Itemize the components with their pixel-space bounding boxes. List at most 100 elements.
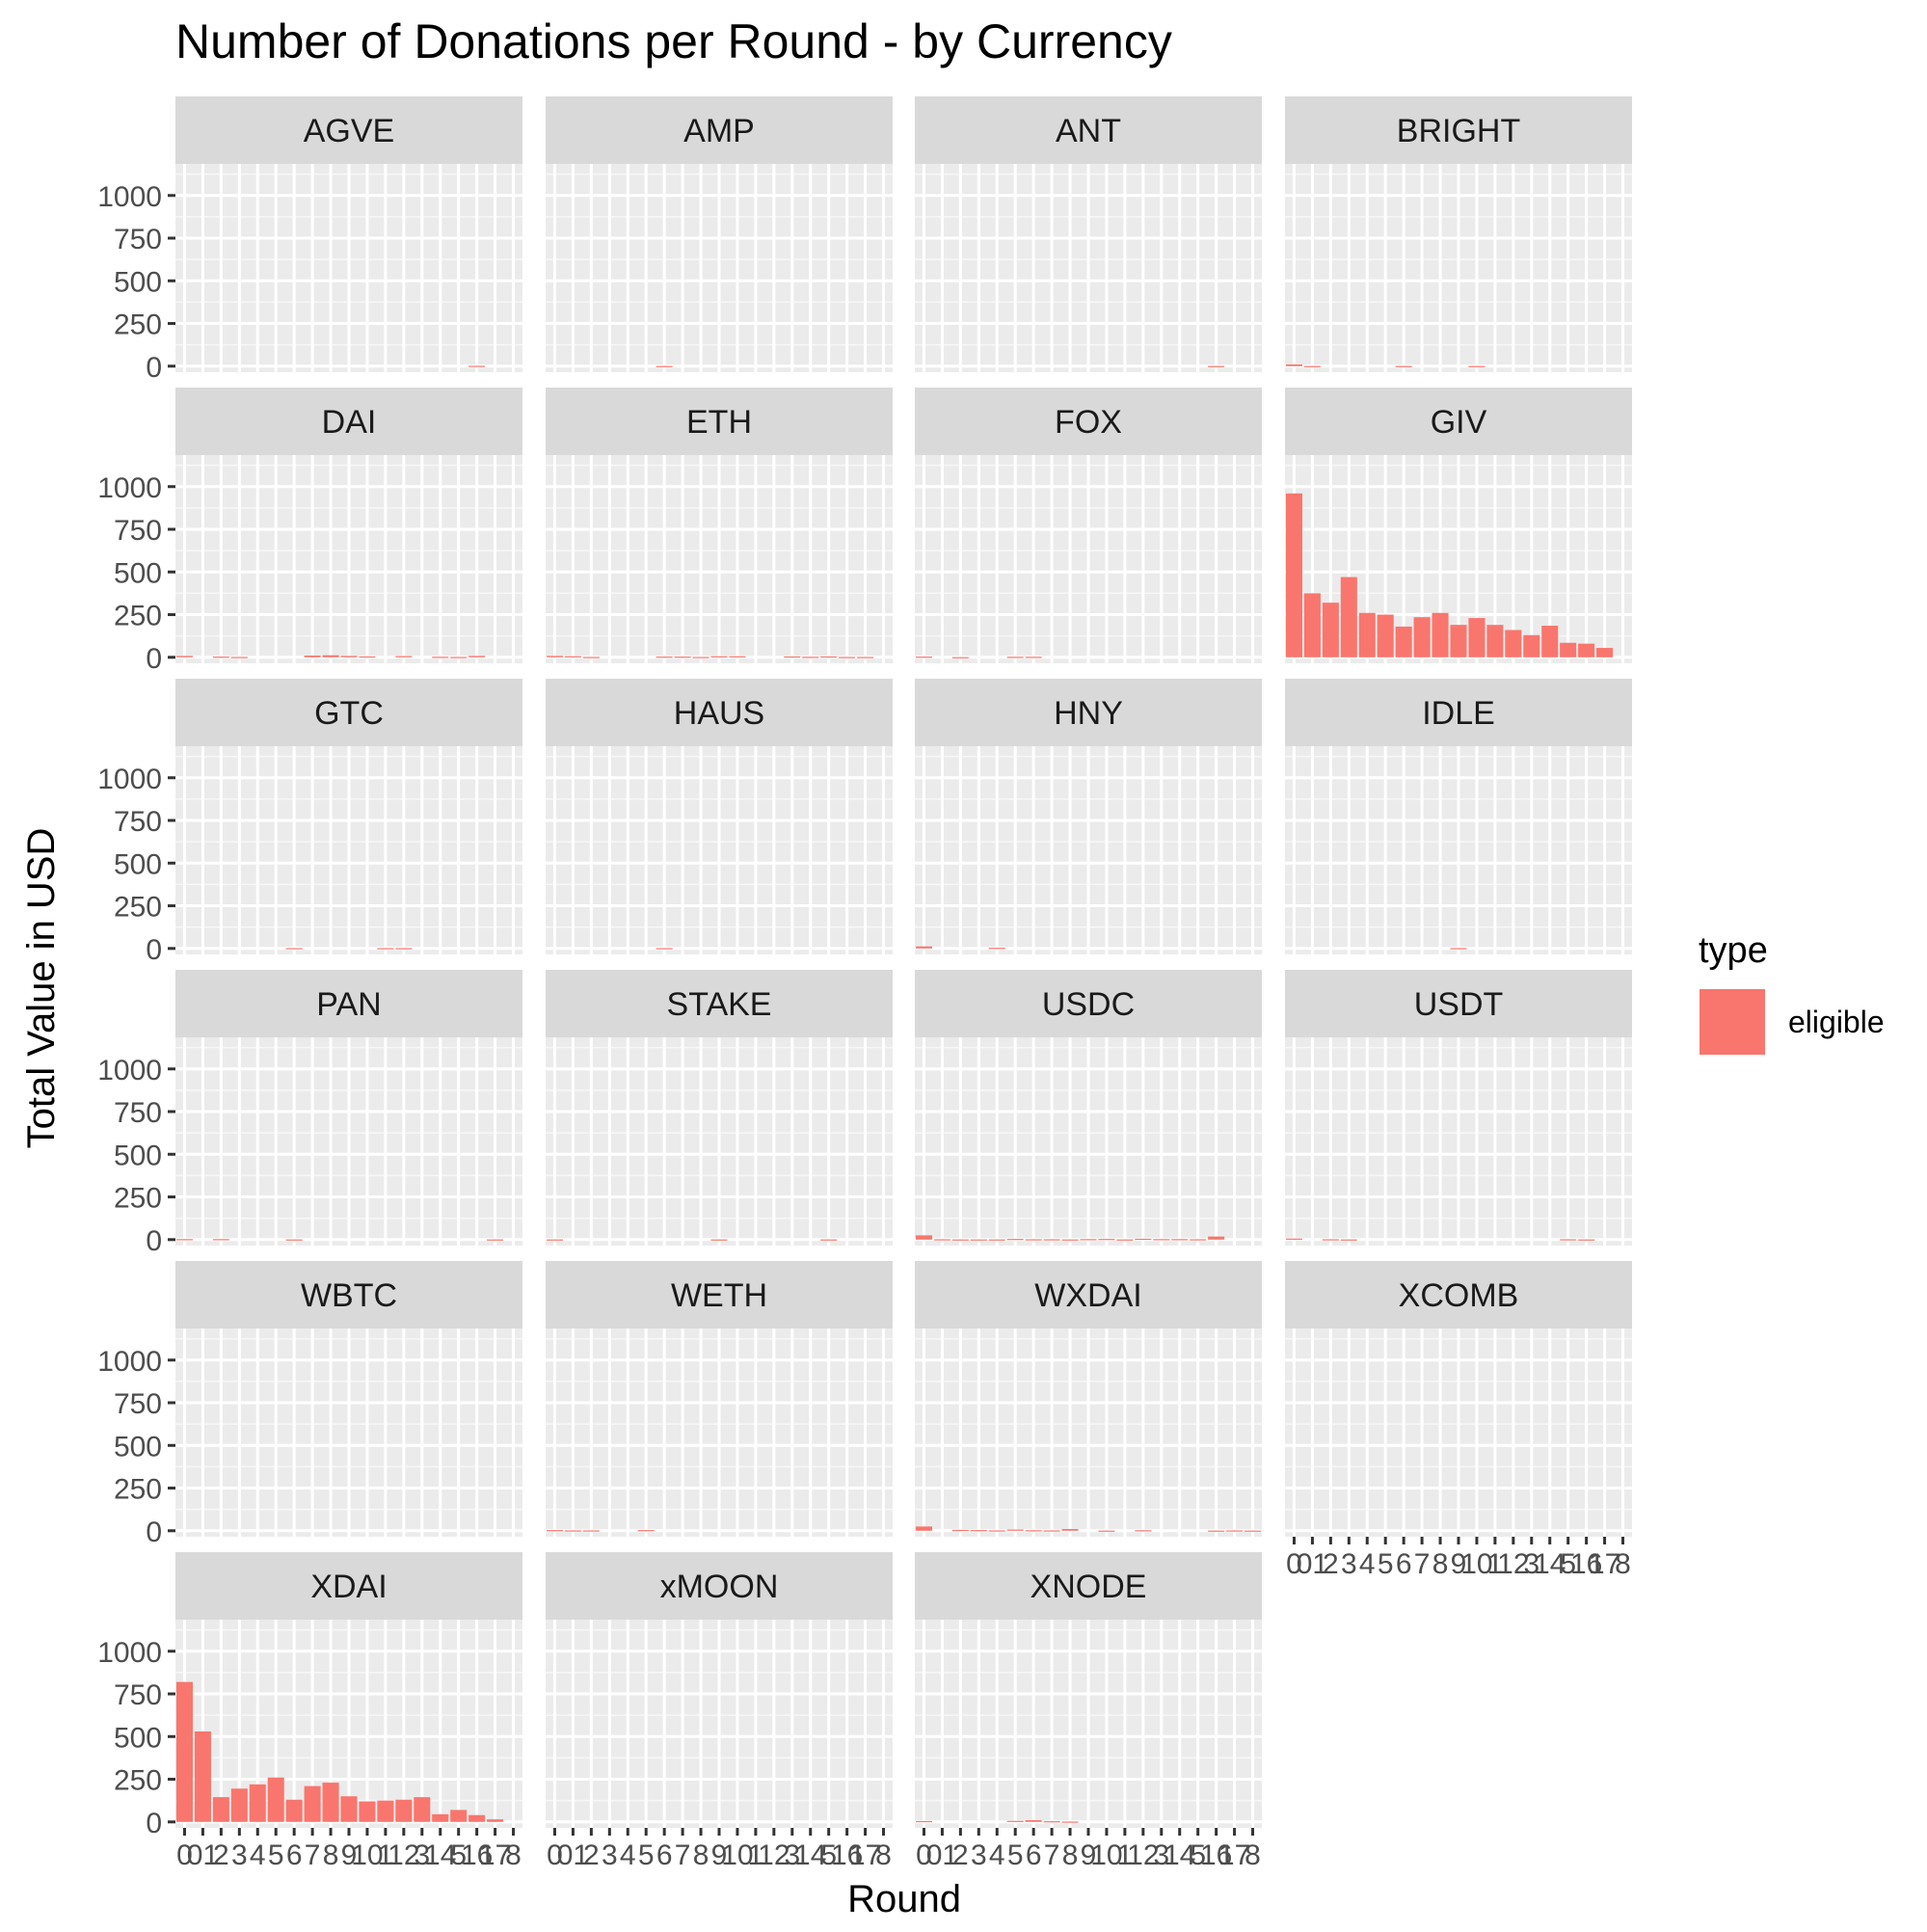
facet-panel-stake: STAKE <box>546 970 893 1246</box>
bar-hny-00 <box>915 946 932 949</box>
chart-title: Number of Donations per Round - by Curre… <box>175 14 1172 68</box>
x-tick-label: 1 <box>1487 1548 1504 1580</box>
y-tick-label: 500 <box>114 1722 162 1754</box>
bar-gtc-06 <box>285 948 303 950</box>
x-tick-label: 9 <box>711 1839 728 1871</box>
x-tick-label: 16 <box>1570 1548 1602 1580</box>
bar-xdai-11 <box>377 1800 394 1822</box>
x-tick-label: 3 <box>784 1839 800 1871</box>
legend-key-eligible <box>1698 987 1767 1057</box>
bar-giv-09 <box>1450 625 1467 657</box>
bar-giv-10 <box>1468 618 1485 657</box>
x-tick-label: 01 <box>187 1839 219 1871</box>
y-tick-label: 0 <box>146 1225 162 1257</box>
bar-xnode-07 <box>1043 1821 1060 1823</box>
x-tick-label: 8 <box>1615 1548 1631 1580</box>
x-tick-label: 8 <box>1245 1839 1261 1871</box>
x-tick-label: 5 <box>268 1839 284 1871</box>
x-tick-label: 5 <box>1378 1548 1394 1580</box>
x-tick-label: 8 <box>1062 1839 1079 1871</box>
bar-xdai-12 <box>395 1799 413 1822</box>
x-tick-label: 7 <box>1044 1839 1060 1871</box>
bar-wxdai-05 <box>1006 1529 1024 1531</box>
facet-strip-label: XNODE <box>1030 1569 1147 1605</box>
y-tick-label: 1000 <box>97 764 162 795</box>
legend-label: eligible <box>1788 1005 1885 1039</box>
facet-panel-dai: DAI 0 250 500 750 1000 <box>97 388 522 675</box>
y-tick-label: 0 <box>146 643 162 675</box>
x-tick-label: 16 <box>1200 1839 1232 1871</box>
facet-strip <box>546 1261 893 1328</box>
facet-strip-label: PAN <box>316 986 381 1023</box>
facet-strip <box>1285 679 1632 746</box>
y-tick-label: 250 <box>114 1183 162 1215</box>
facet-strip-label: GIV <box>1431 404 1487 441</box>
bar-giv-03 <box>1340 577 1357 657</box>
x-tick-label: 9 <box>1081 1839 1097 1871</box>
bar-usdc-14 <box>1171 1239 1189 1241</box>
y-tick-label: 250 <box>114 1474 162 1506</box>
facet-panel-bright: BRIGHT <box>1285 96 1632 372</box>
y-tick-label: 500 <box>114 1140 162 1171</box>
bar-pan-02 <box>212 1239 229 1241</box>
bar-wxdai-03 <box>970 1530 987 1532</box>
bar-xdai-08 <box>322 1783 339 1822</box>
bar-hny-04 <box>988 948 1005 950</box>
facet-strip <box>915 388 1262 455</box>
x-tick-label: 0 <box>547 1839 563 1871</box>
legend: eligible <box>1698 987 1885 1057</box>
y-tick-label: 0 <box>146 1808 162 1839</box>
x-tick-label: 5 <box>1007 1839 1024 1871</box>
facet-panel-fox: FOX <box>915 388 1262 663</box>
x-tick-label: 10 <box>721 1839 753 1871</box>
facet-strip <box>915 1552 1262 1620</box>
x-tick-label: 14 <box>794 1839 826 1871</box>
x-tick-label: 14 <box>424 1839 456 1871</box>
facet-panel-eth: ETH <box>546 388 893 663</box>
bar-xdai-04 <box>249 1784 266 1822</box>
bar-usdc-00 <box>915 1235 932 1240</box>
x-tick-label: 1 <box>378 1839 394 1871</box>
bar-usdc-05 <box>1006 1239 1024 1241</box>
bar-wxdai-08 <box>1061 1529 1079 1531</box>
facet-strip-label: STAKE <box>667 986 772 1023</box>
x-tick-label: 8 <box>505 1839 522 1871</box>
bar-usdc-16 <box>1208 1236 1225 1240</box>
bar-dai-00 <box>175 656 193 657</box>
x-tick-label: 12 <box>1497 1548 1529 1580</box>
x-tick-label: 3 <box>1523 1548 1539 1580</box>
y-tick-label: 250 <box>114 892 162 924</box>
x-tick-label: 10 <box>1090 1839 1122 1871</box>
x-tick-label: 4 <box>1359 1548 1376 1580</box>
bar-xdai-06 <box>285 1799 303 1822</box>
x-tick-label: 9 <box>341 1839 358 1871</box>
bar-weth-02 <box>582 1530 600 1532</box>
facet-strip <box>915 1261 1262 1328</box>
y-tick-label: 1000 <box>97 1346 162 1378</box>
bar-stake-09 <box>710 1239 728 1241</box>
bar-giv-01 <box>1303 593 1321 657</box>
y-tick-label: 500 <box>114 557 162 589</box>
x-tick-label: 10 <box>351 1839 383 1871</box>
bar-wxdai-17 <box>1226 1530 1244 1532</box>
bar-wxdai-16 <box>1208 1530 1225 1532</box>
x-tick-label: 5 <box>1560 1548 1576 1580</box>
facet-strip-label: ANT <box>1056 113 1121 149</box>
bar-gtc-12 <box>395 948 413 950</box>
y-tick-label: 750 <box>114 1679 162 1711</box>
x-tick-label: 17 <box>849 1839 881 1871</box>
facet-strip-label: xMOON <box>660 1569 779 1605</box>
x-tick-label: 01 <box>557 1839 589 1871</box>
x-tick-label: 6 <box>1026 1839 1042 1871</box>
bar-usdc-10 <box>1098 1239 1115 1241</box>
x-tick-label: 2 <box>583 1839 600 1871</box>
facet-strip-label: USDT <box>1414 986 1504 1023</box>
bar-xdai-10 <box>359 1801 376 1822</box>
facet-panel-giv: GIV <box>1285 388 1632 663</box>
bar-bright-00 <box>1285 364 1302 366</box>
bar-xdai-07 <box>304 1785 321 1822</box>
facet-strip <box>546 970 893 1037</box>
x-tick-label: 12 <box>1127 1839 1159 1871</box>
